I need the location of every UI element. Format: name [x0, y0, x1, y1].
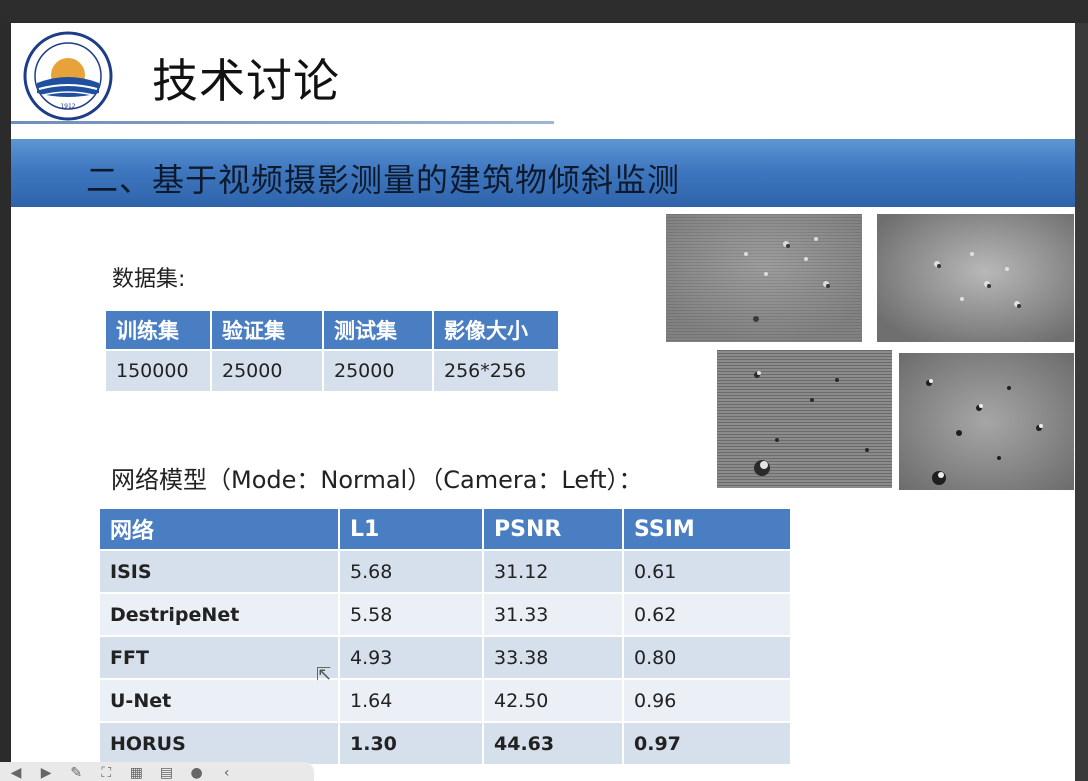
header-train: 训练集: [106, 311, 210, 349]
presentation-slide: 1912 技术讨论 二、基于视频摄影测量的建筑物倾斜监测 数据集: 训练集 验证…: [11, 23, 1075, 781]
row-psnr: 44.63: [484, 723, 622, 764]
table-row: ISIS 5.68 31.12 0.61: [100, 551, 790, 592]
slides-icon[interactable]: ▤: [159, 765, 174, 781]
sample-image-striped-2: [717, 350, 892, 488]
header-network: 网络: [100, 509, 338, 549]
value-size: 256*256: [434, 351, 558, 391]
arrow-left-icon[interactable]: ‹: [223, 765, 230, 781]
row-psnr: 31.33: [484, 594, 622, 635]
title-divider: [11, 121, 554, 124]
page-title: 技术讨论: [152, 54, 340, 108]
model-label: 网络模型（Mode：Normal）（Camera：Left）：: [111, 466, 643, 494]
row-ssim: 0.61: [624, 551, 790, 592]
header-val: 验证集: [212, 311, 322, 349]
window-top-bar: [0, 0, 1088, 23]
dataset-header-row: 训练集 验证集 测试集 影像大小: [106, 311, 558, 349]
presentation-toolbar: ◀ ▶ ✎ ⛶ ▦ ▤ ● ‹: [0, 762, 314, 781]
table-row: HORUS 1.30 44.63 0.97: [100, 723, 790, 764]
table-row: DestripeNet 5.58 31.33 0.62: [100, 594, 790, 635]
fit-icon[interactable]: ⛶: [101, 765, 112, 781]
header-psnr: PSNR: [484, 509, 622, 549]
window-right-edge: [1075, 23, 1088, 781]
dataset-table: 训练集 验证集 测试集 影像大小 150000 25000 25000 256*…: [104, 309, 560, 393]
header-test: 测试集: [324, 311, 432, 349]
row-name: DestripeNet: [100, 594, 338, 635]
row-name: ISIS: [100, 551, 338, 592]
table-row: U-Net 1.64 42.50 0.96: [100, 680, 790, 721]
table-row: FFT 4.93 33.38 0.80: [100, 637, 790, 678]
back-icon[interactable]: ◀: [10, 765, 22, 781]
row-name: FFT: [100, 637, 338, 678]
value-test: 25000: [324, 351, 432, 391]
row-psnr: 33.38: [484, 637, 622, 678]
row-ssim: 0.96: [624, 680, 790, 721]
row-l1: 5.68: [340, 551, 482, 592]
results-header-row: 网络 L1 PSNR SSIM: [100, 509, 790, 549]
header-ssim: SSIM: [624, 509, 790, 549]
row-ssim: 0.80: [624, 637, 790, 678]
row-psnr: 31.12: [484, 551, 622, 592]
forward-icon[interactable]: ▶: [40, 765, 52, 781]
results-table: 网络 L1 PSNR SSIM ISIS 5.68 31.12 0.61 Des…: [98, 507, 792, 766]
row-name: U-Net: [100, 680, 338, 721]
logo-year: 1912: [60, 103, 75, 110]
row-name: HORUS: [100, 723, 338, 764]
value-val: 25000: [212, 351, 322, 391]
dataset-value-row: 150000 25000 25000 256*256: [106, 351, 558, 391]
mouse-cursor-icon: ⇱: [316, 664, 332, 685]
row-l1: 4.93: [340, 637, 482, 678]
row-psnr: 42.50: [484, 680, 622, 721]
row-ssim: 0.97: [624, 723, 790, 764]
more-icon[interactable]: ●: [190, 765, 203, 781]
grid-icon[interactable]: ▦: [129, 765, 143, 781]
row-l1: 1.64: [340, 680, 482, 721]
header-size: 影像大小: [434, 311, 558, 349]
sample-image-striped-1: [666, 214, 862, 342]
value-train: 150000: [106, 351, 210, 391]
row-l1: 5.58: [340, 594, 482, 635]
section-banner: [11, 139, 1075, 207]
row-l1: 1.30: [340, 723, 482, 764]
header-l1: L1: [340, 509, 482, 549]
dataset-label: 数据集:: [112, 267, 186, 292]
university-logo: 1912: [23, 31, 113, 121]
sample-image-clean-2: [899, 353, 1074, 490]
sample-image-clean-1: [877, 214, 1074, 342]
pen-icon[interactable]: ✎: [70, 765, 83, 781]
row-ssim: 0.62: [624, 594, 790, 635]
section-banner-text: 二、基于视频摄影测量的建筑物倾斜监测: [86, 161, 681, 199]
